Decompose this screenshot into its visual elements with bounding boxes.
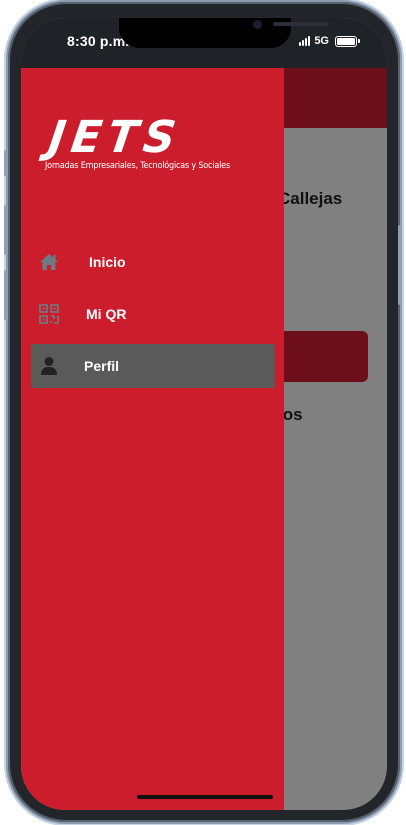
background-button <box>269 331 368 382</box>
status-time: 8:30 p.m. <box>67 33 130 49</box>
qr-code-icon <box>39 304 59 324</box>
user-icon <box>39 356 59 376</box>
mute-switch <box>4 150 8 176</box>
signal-strength-icon <box>299 36 311 46</box>
status-bar: 8:30 p.m. 5G <box>21 18 387 68</box>
status-indicators: 5G <box>299 35 360 47</box>
volume-down-button <box>4 270 8 320</box>
front-camera <box>253 20 262 29</box>
logo-title: JETS <box>45 112 185 163</box>
drawer-item-perfil[interactable]: Perfil <box>31 344 275 388</box>
logo-subtitle: Jornadas Empresariales, Tecnológicas y S… <box>45 161 230 171</box>
drawer-item-inicio[interactable]: Inicio <box>31 240 275 284</box>
drawer-item-label: Perfil <box>84 358 120 374</box>
drawer-item-label: Mi QR <box>86 306 127 322</box>
navigation-drawer: JETS Jornadas Empresariales, Tecnológica… <box>21 68 284 810</box>
background-section-text: los <box>278 405 303 424</box>
drawer-item-mi-qr[interactable]: Mi QR <box>31 292 275 336</box>
volume-up-button <box>4 205 8 255</box>
jets-logo: JETS Jornadas Empresariales, Tecnológica… <box>43 112 263 176</box>
network-type: 5G <box>314 35 329 47</box>
home-icon <box>39 252 59 272</box>
home-indicator[interactable] <box>137 795 273 799</box>
earpiece-speaker <box>273 22 329 26</box>
power-button <box>398 225 402 305</box>
background-name-text: Callejas <box>278 189 343 208</box>
notch <box>119 18 329 48</box>
drawer-item-label: Inicio <box>89 254 126 270</box>
phone-screen: Callejas los 8:30 p.m. 5G JETS Jornadas … <box>21 18 387 810</box>
battery-icon <box>335 35 360 47</box>
